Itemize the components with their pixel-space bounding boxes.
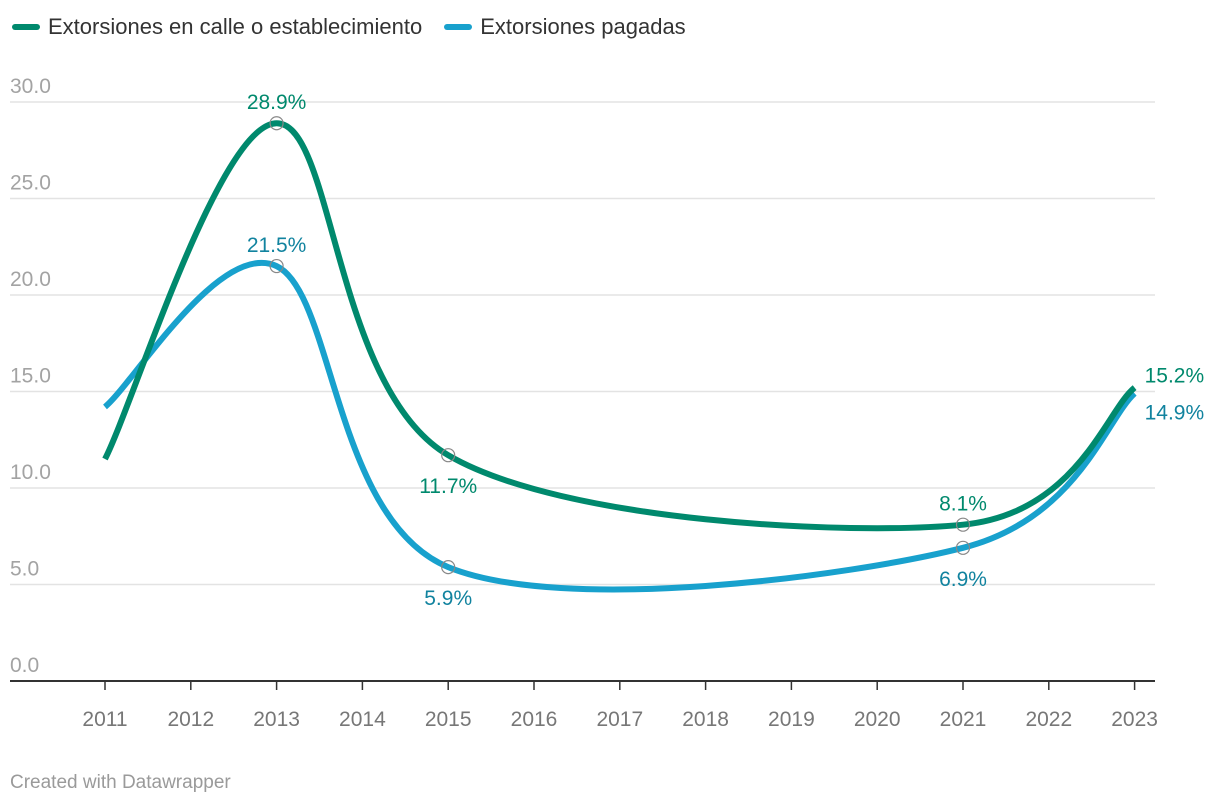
data-label: 6.9%: [939, 568, 987, 591]
y-tick-label: 10.0: [10, 461, 51, 484]
y-tick-label: 0.0: [10, 654, 39, 677]
y-tick-label: 25.0: [10, 172, 51, 195]
series-line-0: [102, 120, 1137, 532]
data-point-marker: [955, 517, 971, 532]
x-tick-label: 2020: [854, 708, 901, 731]
data-label: 21.5%: [247, 234, 307, 257]
data-label: 8.1%: [939, 493, 987, 516]
data-label: 15.2%: [1145, 365, 1205, 388]
x-tick-label: 2015: [425, 708, 472, 731]
chart-legend: Extorsiones en calle o establecimiento E…: [12, 14, 686, 40]
x-tick-label: 2011: [82, 708, 127, 731]
x-tick-label: 2017: [596, 708, 643, 731]
legend-swatch-pagadas: [444, 24, 473, 30]
y-tick-label: 5.0: [10, 558, 39, 581]
data-point-marker: [441, 560, 456, 575]
data-point-marker: [441, 448, 456, 463]
x-tick-label: 2018: [682, 708, 729, 731]
x-tick-label: 2014: [339, 708, 386, 731]
x-tick-label: 2016: [511, 708, 558, 731]
legend-label-calle: Extorsiones en calle o establecimiento: [48, 14, 423, 39]
y-tick-label: 30.0: [10, 75, 51, 98]
label-layer: 28.9% 11.7% 8.1% 15.2% 21.5% 5.9% 6.9% 14.9%: [247, 91, 1204, 610]
data-label: 28.9%: [247, 91, 307, 114]
series-line-1: [103, 260, 1137, 593]
x-tick-label: 2021: [940, 708, 987, 731]
axis-layer: 0.0 5.0 10.0 15.0 20.0 25.0 30.0 2011 2012 2013 20…: [10, 75, 1158, 731]
y-tick-label: 20.0: [10, 268, 51, 291]
footer-credit: Created with Datawrapper: [10, 772, 231, 793]
legend-label-pagadas: Extorsiones pagadas: [480, 14, 686, 39]
x-tick-label: 2013: [253, 708, 300, 731]
data-point-marker: [269, 258, 284, 274]
data-point-marker: [269, 116, 284, 131]
x-tick-label: 2019: [768, 708, 815, 731]
x-tick-label: 2023: [1111, 708, 1158, 731]
y-tick-label: 15.0: [10, 365, 51, 388]
x-tick-label: 2012: [167, 708, 214, 731]
data-point-marker: [955, 540, 971, 555]
line-chart: 0.0 5.0 10.0 15.0 20.0 25.0 30.0 2011 2012 2013 20…: [10, 75, 1204, 731]
data-label: 5.9%: [424, 587, 472, 610]
legend-swatch-calle: [12, 24, 40, 30]
series-layer: [102, 120, 1137, 593]
data-label: 11.7%: [419, 475, 477, 498]
legend-item-pagadas: Extorsiones pagadas: [444, 14, 686, 40]
data-label: 14.9%: [1145, 401, 1205, 424]
x-tick-label: 2022: [1025, 708, 1072, 731]
legend-item-calle: Extorsiones en calle o establecimiento: [12, 14, 422, 40]
